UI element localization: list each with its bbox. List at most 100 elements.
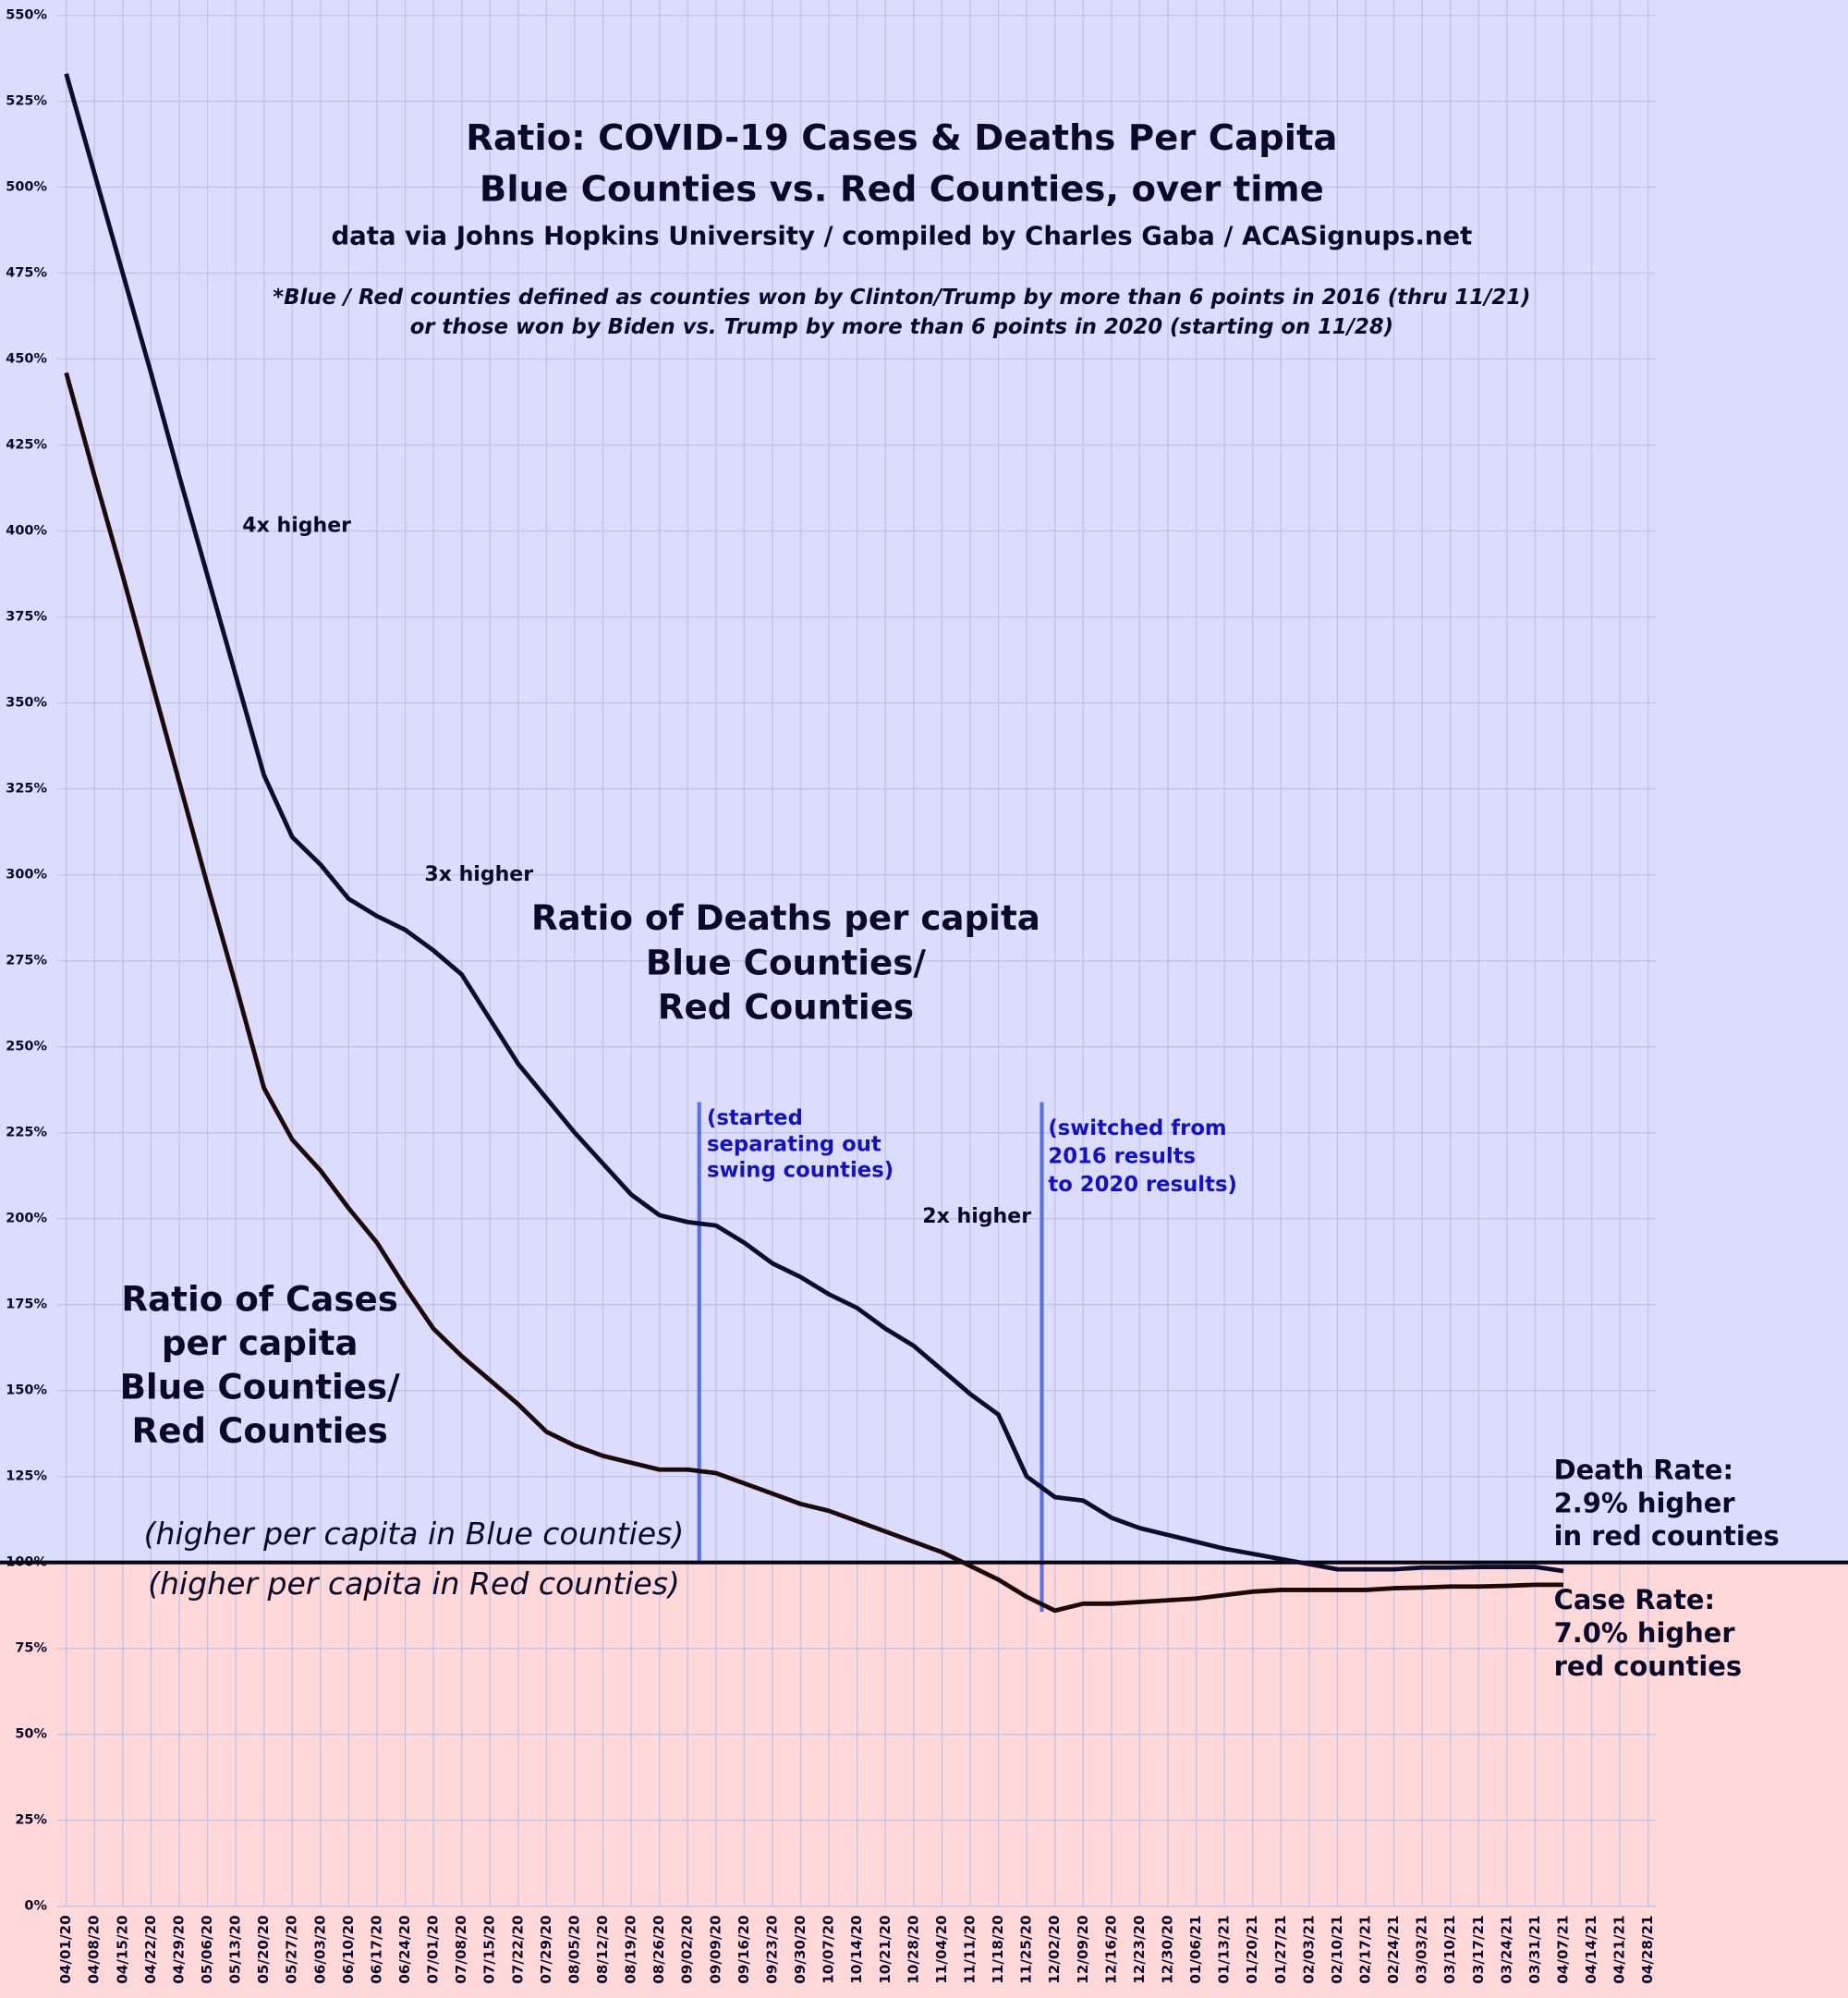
x-tick-label: 12/30/20	[1159, 1915, 1175, 1983]
annotation: (higher per capita in Red counties)	[148, 1566, 680, 1602]
x-tick-label: 04/29/20	[170, 1915, 187, 1983]
y-tick-label: 75%	[15, 1641, 47, 1656]
series-label: Blue Counties/	[646, 942, 927, 982]
x-tick-label: 03/03/21	[1414, 1915, 1430, 1983]
annotation: swing counties)	[707, 1159, 894, 1183]
y-tick-label: 500%	[6, 180, 47, 195]
series-label: Blue Counties/	[120, 1366, 401, 1407]
annotation: 2.9% higher	[1554, 1487, 1736, 1518]
red-region	[0, 1562, 1848, 1998]
x-tick-label: 04/08/20	[86, 1915, 103, 1983]
x-tick-label: 05/27/20	[284, 1915, 300, 1983]
annotation: 2x higher	[922, 1205, 1031, 1228]
x-tick-label: 04/14/21	[1583, 1915, 1599, 1983]
y-tick-label: 400%	[6, 524, 47, 539]
x-tick-label: 12/09/20	[1075, 1915, 1091, 1983]
x-tick-label: 07/08/20	[453, 1915, 469, 1983]
x-tick-label: 08/19/20	[623, 1915, 639, 1983]
y-tick-label: 350%	[6, 696, 47, 711]
x-tick-label: 08/05/20	[565, 1915, 582, 1983]
x-tick-label: 11/04/20	[933, 1915, 950, 1983]
y-tick-label: 450%	[6, 352, 47, 367]
x-tick-label: 11/18/20	[990, 1915, 1006, 1983]
y-tick-label: 50%	[15, 1727, 47, 1742]
x-tick-label: 02/10/21	[1329, 1915, 1345, 1983]
x-tick-label: 12/02/20	[1046, 1915, 1063, 1983]
y-tick-label: 125%	[6, 1469, 47, 1484]
x-tick-label: 09/09/20	[707, 1915, 723, 1983]
data-line	[64, 73, 1564, 1574]
y-tick-label: 250%	[6, 1040, 47, 1054]
annotation: (switched from	[1048, 1116, 1226, 1140]
y-tick-label: 200%	[6, 1212, 47, 1226]
data-line	[64, 372, 1563, 1614]
y-tick-label: 225%	[6, 1126, 47, 1140]
subtitle: data via Johns Hopkins University / comp…	[331, 220, 1472, 250]
x-tick-label: 03/31/21	[1526, 1915, 1543, 1983]
x-tick-label: 12/16/20	[1102, 1915, 1119, 1983]
x-tick-label: 02/03/21	[1300, 1915, 1317, 1983]
series-label: Ratio of Cases	[121, 1278, 398, 1319]
x-tick-label: 04/01/20	[57, 1915, 74, 1983]
x-tick-label: 05/13/20	[227, 1915, 244, 1983]
x-tick-label: 01/13/21	[1216, 1915, 1233, 1983]
x-tick-label: 07/29/20	[538, 1915, 554, 1983]
annotation: 2016 results	[1048, 1144, 1196, 1168]
y-tick-label: 325%	[6, 782, 47, 797]
x-tick-label: 11/11/20	[961, 1915, 978, 1983]
note: or those won by Biden vs. Trump by more …	[410, 315, 1393, 339]
annotation: in red counties	[1554, 1520, 1780, 1552]
x-tick-label: 05/06/20	[199, 1915, 215, 1983]
x-tick-label: 04/15/20	[114, 1915, 130, 1983]
x-tick-label: 08/12/20	[594, 1915, 611, 1983]
y-tick-label: 25%	[15, 1813, 47, 1828]
annotation: separating out	[707, 1132, 881, 1156]
x-tick-label: 09/30/20	[792, 1915, 808, 1983]
y-tick-label: 550%	[6, 8, 47, 23]
x-tick-label: 06/24/20	[396, 1915, 413, 1983]
x-tick-label: 06/17/20	[368, 1915, 384, 1983]
annotation: (higher per capita in Blue counties)	[144, 1516, 685, 1552]
x-tick-label: 05/20/20	[255, 1915, 272, 1983]
x-tick-label: 02/17/21	[1356, 1915, 1373, 1983]
series-label: Ratio of Deaths per capita	[531, 897, 1040, 938]
x-tick-label: 08/26/20	[650, 1915, 667, 1983]
x-tick-label: 09/23/20	[763, 1915, 780, 1983]
x-tick-label: 01/27/21	[1272, 1915, 1289, 1983]
x-tick-label: 10/28/20	[905, 1915, 921, 1983]
annotation: 3x higher	[424, 863, 533, 886]
x-tick-label: 11/25/20	[1018, 1915, 1035, 1983]
x-tick-label: 06/10/20	[340, 1915, 357, 1983]
y-tick-label: 275%	[6, 954, 47, 969]
x-tick-label: 03/10/21	[1441, 1915, 1458, 1983]
annotation: red counties	[1554, 1651, 1742, 1682]
annotation: Death Rate:	[1554, 1455, 1733, 1486]
x-tick-label: 10/07/20	[821, 1915, 837, 1983]
annotation: (started	[707, 1106, 803, 1130]
x-tick-label: 04/07/21	[1554, 1915, 1571, 1983]
chart-title: Ratio: COVID-19 Cases & Deaths Per Capit…	[466, 117, 1337, 159]
x-tick-label: 02/24/21	[1385, 1915, 1402, 1983]
x-tick-label: 10/14/20	[848, 1915, 865, 1983]
annotation: to 2020 results)	[1048, 1173, 1236, 1197]
x-tick-label: 01/20/21	[1244, 1915, 1260, 1983]
series-label: Red Counties	[132, 1410, 388, 1451]
y-tick-label: 150%	[6, 1383, 47, 1398]
note: *Blue / Red counties defined as counties…	[273, 286, 1530, 310]
grid	[57, 0, 1656, 1907]
x-tick-label: 07/15/20	[481, 1915, 498, 1983]
x-tick-label: 10/21/20	[877, 1915, 894, 1983]
x-tick-label: 09/02/20	[679, 1915, 696, 1983]
annotation: 4x higher	[242, 514, 351, 537]
y-tick-label: 300%	[6, 868, 47, 883]
x-tick-label: 09/16/20	[736, 1915, 752, 1983]
y-tick-label: 425%	[6, 438, 47, 453]
y-tick-label: 175%	[6, 1297, 47, 1312]
chart-title: Blue Counties vs. Red Counties, over tim…	[480, 168, 1324, 210]
annotation: Case Rate:	[1554, 1584, 1716, 1615]
x-tick-label: 01/06/21	[1187, 1915, 1204, 1983]
x-tick-label: 06/03/20	[311, 1915, 328, 1983]
y-tick-label: 525%	[6, 94, 47, 109]
y-tick-label: 375%	[6, 610, 47, 625]
